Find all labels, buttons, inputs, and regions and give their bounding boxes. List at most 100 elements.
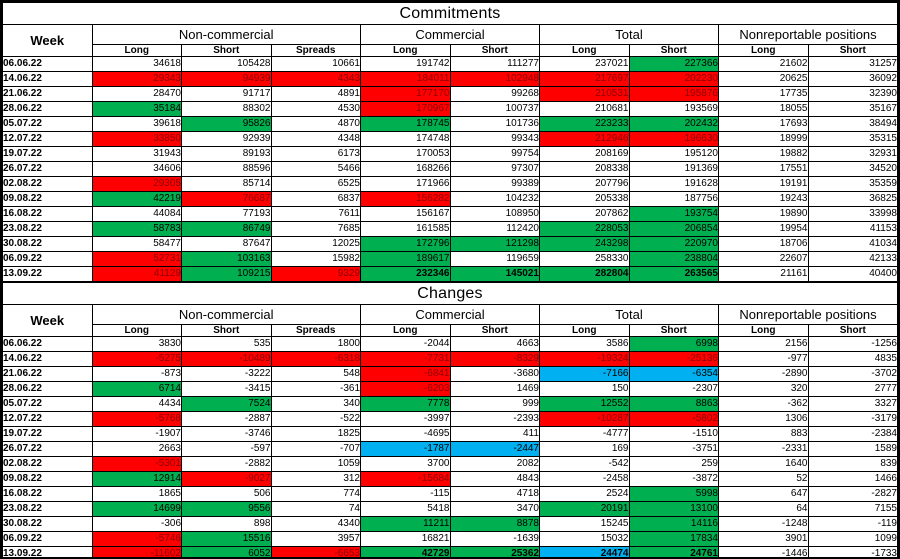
value-cell: 108950 [449,206,540,222]
value-cell: -9027 [181,471,272,487]
column-header-short: Short [628,324,719,337]
week-cell: 06.06.22 [2,336,93,352]
week-column-header: Week [2,304,93,337]
value-cell: 195120 [628,146,719,162]
value-cell: -2882 [181,456,272,472]
value-cell: 58783 [91,221,182,237]
value-cell: -6354 [628,366,719,382]
value-cell: 259 [628,456,719,472]
week-cell: 14.06.22 [2,351,93,367]
value-cell: 1640 [718,456,809,472]
value-cell: 196630 [628,131,719,147]
table-row: 21.06.22 28470 91717 4891 177170 99268 210531 1… [2,86,898,102]
value-cell: 263565 [628,266,719,282]
value-cell: 91717 [181,86,272,102]
value-cell: 14699 [91,501,182,517]
value-cell: 10661 [270,56,361,72]
value-cell: 41034 [807,236,898,252]
value-cell: 21161 [718,266,809,282]
value-cell: 18999 [718,131,809,147]
column-header-short: Short [181,324,272,337]
value-cell: 193569 [628,101,719,117]
value-cell: 1800 [270,336,361,352]
value-cell: 207796 [539,176,630,192]
value-cell: -2887 [181,411,272,427]
sub-header-row: Long Short Spreads Long Short Long Short Long Sh… [3,44,898,57]
value-cell: 104232 [449,191,540,207]
week-cell: 09.08.22 [2,471,93,487]
value-cell: 7778 [360,396,451,412]
value-cell: -6841 [360,366,451,382]
week-cell: 26.07.22 [2,161,93,177]
table-row: 14.06.22 29343 94939 4343 184011 102948 217697… [2,71,898,87]
sub-header-row: Long Short Spreads Long Short Long Short Long Sh… [3,324,898,337]
value-cell: 3901 [718,531,809,547]
value-cell: 228053 [539,221,630,237]
value-cell: 17735 [718,86,809,102]
value-cell: 6525 [270,176,361,192]
value-cell: 15982 [270,251,361,267]
week-cell: 28.06.22 [2,101,93,117]
week-cell: 12.07.22 [2,131,93,147]
value-cell: 647 [718,486,809,502]
value-cell: 32931 [807,146,898,162]
value-cell: 2156 [718,336,809,352]
value-cell: 210681 [539,101,630,117]
value-cell: -115 [360,486,451,502]
changes-table: Changes Week Non-commercial Commercial Total… [2,282,898,557]
column-header-short: Short [449,324,540,337]
value-cell: 77193 [181,206,272,222]
table-row: 05.07.22 39618 95826 4870 178745 101736 223233… [2,116,898,132]
value-cell: -3751 [628,441,719,457]
value-cell: 19890 [718,206,809,222]
table-row: 06.09.22 -5746 15516 3957 16821 -1639 15032 178… [2,531,898,547]
value-cell: 29305 [91,176,182,192]
value-cell: -6203 [360,381,451,397]
value-cell: -11602 [91,546,182,557]
value-cell: 9329 [270,266,361,282]
value-cell: -3415 [181,381,272,397]
section-title: Commitments [2,2,898,25]
value-cell: -25136 [628,351,719,367]
table-row: 12.07.22 33850 92939 4348 174748 99343 212946 1… [2,131,898,147]
value-cell: 223233 [539,116,630,132]
value-cell: 35359 [807,176,898,192]
value-cell: 4891 [270,86,361,102]
value-cell: -2890 [718,366,809,382]
value-cell: 172796 [360,236,451,252]
group-header-commercial: Commercial [360,304,540,325]
value-cell: -2384 [807,426,898,442]
value-cell: -3179 [807,411,898,427]
value-cell: 76687 [181,191,272,207]
value-cell: -1510 [628,426,719,442]
value-cell: 170053 [360,146,451,162]
value-cell: 101736 [449,116,540,132]
table-row: 13.09.22 41129 109215 9329 232346 145021 28280… [2,266,898,282]
value-cell: 4718 [449,486,540,502]
value-cell: 411 [449,426,540,442]
value-cell: 7685 [270,221,361,237]
value-cell: 4663 [449,336,540,352]
group-header-non-commercial: Non-commercial [91,24,361,45]
value-cell: 20191 [539,501,630,517]
value-cell: 112420 [449,221,540,237]
week-column-header: Week [2,24,93,57]
value-cell: 25362 [449,546,540,557]
value-cell: 207862 [539,206,630,222]
value-cell: -3680 [449,366,540,382]
week-cell: 19.07.22 [2,146,93,162]
value-cell: 898 [181,516,272,532]
value-cell: 3830 [91,336,182,352]
value-cell: -2827 [807,486,898,502]
section-title: Changes [2,282,898,305]
column-header-short: Short [628,44,719,57]
table-row: 05.07.22 4434 7524 340 7778 999 12552 8863 -362 3… [2,396,898,412]
value-cell: -977 [718,351,809,367]
table-row: 28.06.22 6714 -3415 -361 -6203 1469 150 -2307 32… [2,381,898,397]
value-cell: 184011 [360,71,451,87]
value-cell: -2447 [449,441,540,457]
value-cell: 189617 [360,251,451,267]
value-cell: -1733 [807,546,898,557]
column-header-spreads: Spreads [270,324,361,337]
value-cell: 52 [718,471,809,487]
